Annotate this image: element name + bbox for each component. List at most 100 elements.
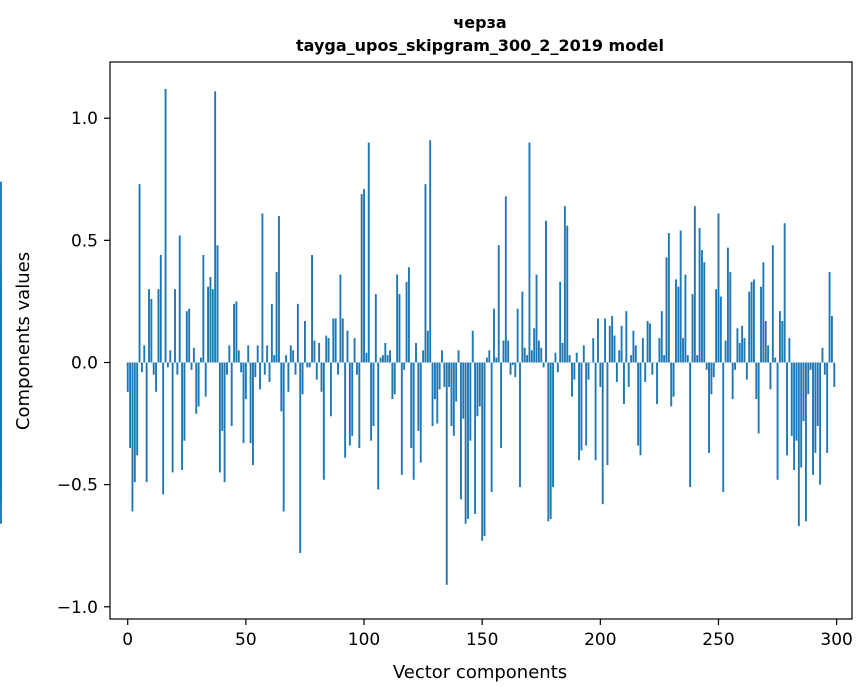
bar <box>592 338 595 363</box>
bar <box>613 335 616 363</box>
bar <box>0 181 2 363</box>
bar <box>646 320 649 363</box>
bar <box>226 362 228 375</box>
bar <box>148 289 150 363</box>
bar <box>247 345 250 363</box>
bar <box>374 294 377 363</box>
bar <box>280 362 283 412</box>
bar <box>630 355 632 363</box>
bar <box>804 362 807 522</box>
bar <box>568 355 571 363</box>
bar <box>802 362 805 422</box>
bar <box>157 289 160 363</box>
bar <box>322 362 325 480</box>
bar <box>450 362 453 427</box>
bar <box>138 184 141 363</box>
bar <box>830 316 833 363</box>
bar <box>790 362 793 436</box>
bar <box>174 289 176 363</box>
y-tick-label: −1.0 <box>57 598 98 618</box>
bar <box>578 362 581 461</box>
bar <box>521 291 524 363</box>
bar <box>476 362 479 417</box>
bar <box>299 362 302 554</box>
bar <box>774 357 777 363</box>
bar <box>351 362 354 436</box>
x-tick-label: 50 <box>235 630 257 650</box>
bar <box>545 220 547 363</box>
bar <box>634 345 637 363</box>
bar <box>230 362 233 427</box>
bar <box>639 362 642 456</box>
bar <box>500 362 503 448</box>
bar <box>691 294 694 363</box>
bar <box>240 362 243 373</box>
x-tick-label: 0 <box>122 630 133 650</box>
bar <box>715 289 718 363</box>
bar <box>814 362 817 453</box>
x-tick-label: 250 <box>702 630 734 650</box>
bar <box>726 247 729 363</box>
bar <box>516 308 519 363</box>
bar <box>608 325 611 363</box>
bar <box>287 362 290 392</box>
bar <box>670 362 673 407</box>
bar <box>155 362 158 392</box>
bar <box>254 362 257 378</box>
bar <box>282 362 285 512</box>
bar <box>315 362 318 380</box>
bar <box>710 362 713 395</box>
bar <box>235 301 238 363</box>
bar <box>481 362 484 541</box>
bar <box>426 330 429 363</box>
bar <box>140 362 143 373</box>
bar <box>483 362 486 536</box>
bar <box>256 345 259 363</box>
x-tick-label: 100 <box>348 630 380 650</box>
bar <box>292 350 295 363</box>
bar <box>561 342 564 363</box>
bar <box>651 362 654 375</box>
bar <box>126 362 129 392</box>
bar <box>197 362 200 407</box>
bar <box>488 350 491 363</box>
bar <box>573 362 576 380</box>
bar <box>781 320 784 363</box>
bar <box>471 330 474 363</box>
bar <box>192 347 195 363</box>
bar <box>793 362 796 470</box>
bar <box>485 357 488 363</box>
bar <box>615 362 618 383</box>
bar <box>719 296 722 363</box>
bar <box>717 213 720 363</box>
bar <box>745 362 748 380</box>
bar <box>436 362 439 424</box>
bar <box>308 362 311 368</box>
bar <box>672 362 675 397</box>
bar <box>696 355 699 363</box>
bar <box>743 338 746 363</box>
bar <box>729 272 732 363</box>
bar <box>684 274 687 363</box>
bar <box>185 311 188 363</box>
bar <box>129 362 132 448</box>
plot-frame <box>109 61 853 620</box>
bar <box>171 362 174 473</box>
bar <box>478 362 481 407</box>
bar <box>776 362 779 480</box>
bar <box>686 355 689 363</box>
bar <box>188 308 191 363</box>
bar <box>178 235 181 363</box>
bar <box>731 362 734 400</box>
bar <box>381 355 384 363</box>
bar <box>530 350 533 363</box>
bar <box>337 362 339 375</box>
bar <box>204 362 207 397</box>
bar <box>412 362 415 480</box>
bar <box>760 286 762 363</box>
bar <box>389 350 391 363</box>
bar <box>386 355 389 363</box>
bar <box>632 330 635 363</box>
bar <box>367 142 370 363</box>
bar <box>263 362 266 375</box>
